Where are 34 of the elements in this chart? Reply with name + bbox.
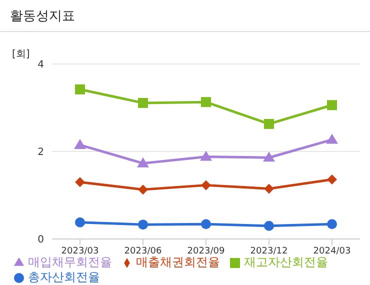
point	[138, 220, 148, 230]
point	[264, 220, 274, 231]
point	[138, 184, 148, 195]
point	[263, 152, 275, 162]
point	[75, 84, 85, 94]
point	[201, 219, 211, 230]
x-tick-label: 2023/06	[124, 246, 162, 256]
point	[327, 100, 337, 110]
y-tick-label: 2	[38, 147, 44, 158]
legend-label: 매입채무회전율	[28, 255, 112, 269]
point	[201, 97, 211, 108]
point	[200, 150, 212, 161]
legend-label: 총자산회전율	[28, 270, 100, 284]
point	[264, 118, 274, 129]
legend-label: 재고자산회전율	[244, 255, 328, 269]
point	[327, 174, 337, 184]
legend-label: 매출채권회전율	[136, 255, 220, 269]
x-tick-label: 2023/09	[187, 246, 225, 256]
y-tick-label: 4	[38, 60, 44, 71]
y-tick-label: 0	[38, 234, 44, 246]
point	[201, 180, 211, 190]
point	[326, 134, 338, 144]
point	[138, 98, 148, 108]
x-tick-label: 2023/12	[250, 246, 288, 256]
chart-title: 활동성지표	[10, 8, 75, 25]
point	[74, 138, 86, 149]
y-axis-title: [회]	[12, 48, 30, 61]
x-tick-label: 2023/03	[61, 246, 99, 256]
point	[75, 217, 85, 228]
point	[75, 177, 85, 188]
x-tick-label: 2024/03	[313, 246, 351, 256]
point	[264, 184, 274, 194]
point	[137, 157, 149, 168]
point	[327, 219, 337, 230]
